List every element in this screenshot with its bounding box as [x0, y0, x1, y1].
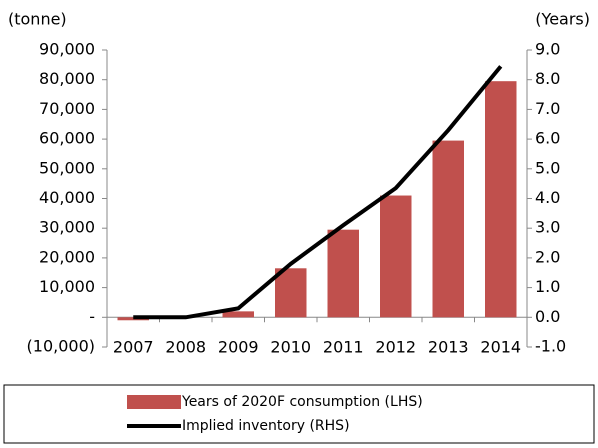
y2-tick-label: 0.0: [535, 307, 560, 326]
legend-swatch: [127, 395, 181, 409]
y2-tick-label: 8.0: [535, 69, 560, 88]
x-tick-label: 2012: [375, 338, 416, 357]
x-tick-label: 2014: [480, 338, 521, 357]
legend-label: Implied inventory (RHS): [182, 418, 350, 434]
y-tick-label: -: [89, 307, 95, 326]
y2-tick-label: 3.0: [535, 218, 560, 237]
x-tick-label: 2009: [218, 338, 259, 357]
y-tick-label: 80,000: [39, 69, 95, 88]
y-tick-label: 70,000: [39, 99, 95, 118]
x-tick-label: 2007: [113, 338, 154, 357]
y2-tick-label: -1.0: [535, 337, 566, 356]
bar: [222, 311, 254, 318]
y2-tick-label: 7.0: [535, 99, 560, 118]
y-tick-label: 30,000: [39, 218, 95, 237]
x-tick-label: 2010: [270, 338, 311, 357]
y-tick-label: 40,000: [39, 188, 95, 207]
y-tick-label: 60,000: [39, 129, 95, 148]
y2-tick-label: 2.0: [535, 247, 560, 266]
x-tick-label: 2013: [428, 338, 469, 357]
y-tick-label: 20,000: [39, 247, 95, 266]
legend-label: Years of 2020F consumption (LHS): [181, 394, 423, 410]
bar: [327, 229, 359, 318]
bar: [485, 81, 517, 318]
y-axis-label: (tonne): [8, 10, 67, 29]
bar: [380, 195, 412, 318]
legend-box: [3, 384, 595, 444]
y-tick-label: 90,000: [39, 40, 95, 59]
y-tick-label: (10,000): [27, 337, 95, 356]
y2-tick-label: 9.0: [535, 40, 560, 59]
y2-tick-label: 5.0: [535, 158, 560, 177]
bar: [275, 268, 307, 318]
y2-tick-label: 1.0: [535, 277, 560, 296]
x-tick-label: 2008: [165, 338, 206, 357]
x-tick-label: 2011: [323, 338, 364, 357]
bar: [432, 140, 464, 318]
line: [133, 65, 503, 320]
y2-axis-label: (Years): [535, 10, 590, 29]
y-tick-label: 50,000: [39, 158, 95, 177]
y-tick-label: 10,000: [39, 277, 95, 296]
y2-tick-label: 6.0: [535, 129, 560, 148]
y2-tick-label: 4.0: [535, 188, 560, 207]
